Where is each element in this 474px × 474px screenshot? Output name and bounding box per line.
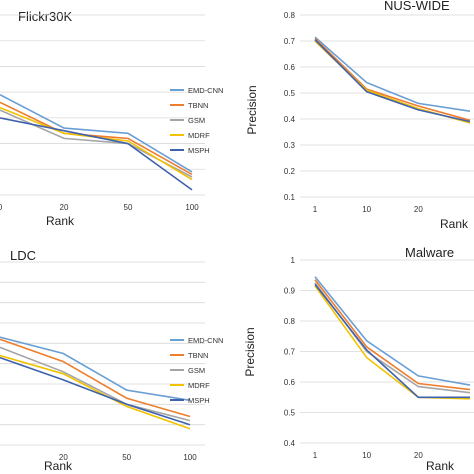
x-axis-label: Rank xyxy=(426,459,455,473)
series-line-mdrf xyxy=(0,354,191,430)
x-tick-label: 100 xyxy=(183,453,197,462)
series-line-tbnn xyxy=(0,101,193,176)
series-line-msph xyxy=(0,356,191,426)
panel-title: NUS-WIDE xyxy=(384,0,450,13)
panel-malware: Malware 0.4 0.5 0.6 0.7 0.8 0.9 1 1 10 20 Precis… xyxy=(243,245,474,473)
x-tick-label: 10 xyxy=(362,205,371,214)
series-lines xyxy=(314,36,471,124)
y-tick-label: 0.6 xyxy=(284,378,296,387)
x-tick-labels: 0 20 50 100 xyxy=(0,203,199,212)
x-tick-label: 20 xyxy=(414,451,423,460)
panel-flickr30k: Flickr30K 0 20 50 100 EMD-CNN TBNN GSM MDRF MSP… xyxy=(0,9,223,228)
x-axis-label: Rank xyxy=(46,214,75,228)
panel-nus-wide: NUS-WIDE 0.10.20.30.40.50.60.70.8 1 10 20 … xyxy=(245,0,474,231)
x-axis-label: Rank xyxy=(440,217,469,231)
x-tick-label: 50 xyxy=(124,203,133,212)
x-tick-label: 1 xyxy=(313,205,318,214)
x-tick-label: 20 xyxy=(59,453,68,462)
x-tick-label: 100 xyxy=(185,203,199,212)
x-tick-labels: 1 10 20 xyxy=(313,451,424,460)
series-line-emd-cnn xyxy=(0,93,193,173)
series-line-tbnn xyxy=(0,338,191,418)
y-tick-label: 0.7 xyxy=(284,348,296,357)
panel-title: Malware xyxy=(405,245,454,260)
series-line-msph xyxy=(0,117,193,191)
x-tick-label: 20 xyxy=(60,203,69,212)
legend-label: GSM xyxy=(188,116,205,125)
y-gridlines xyxy=(300,259,474,444)
y-tick-labels: 0.1 0.2 0.3 0.4 0.5 0.6 0.7 0.8 xyxy=(284,11,296,202)
series-line-gsm xyxy=(314,282,471,394)
y-tick-label: 0.5 xyxy=(284,409,296,418)
y-tick-label: 0.4 xyxy=(284,115,296,124)
legend: EMD-CNN TBNN GSM MDRF MSPH xyxy=(170,336,223,405)
panel-ldc: LDC 20 50 100 EMD-CNN TBNN GSM MDRF MSPH Rank xyxy=(0,248,223,473)
x-tick-label: 50 xyxy=(122,453,131,462)
legend: EMD-CNN TBNN GSM MDRF MSPH xyxy=(170,86,223,155)
y-gridlines xyxy=(0,261,205,446)
y-axis-label: Precision xyxy=(243,327,257,376)
legend-label: MDRF xyxy=(188,381,210,390)
x-tick-label: 20 xyxy=(414,205,423,214)
y-tick-label: 0.8 xyxy=(284,11,296,20)
y-tick-label: 0.6 xyxy=(284,63,296,72)
x-axis-label: Rank xyxy=(44,459,73,473)
series-lines xyxy=(314,276,471,400)
series-line-mdrf xyxy=(314,40,471,124)
x-tick-label: 10 xyxy=(362,451,371,460)
series-line-emd-cnn xyxy=(0,336,191,402)
series-lines xyxy=(0,336,191,430)
legend-label: MSPH xyxy=(188,396,210,405)
series-line-gsm xyxy=(0,346,191,422)
x-tick-label: 0 xyxy=(0,203,3,212)
y-tick-label: 0.4 xyxy=(284,439,296,448)
y-tick-label: 0.9 xyxy=(284,287,296,296)
y-axis-label: Precision xyxy=(245,85,259,134)
legend-label: MDRF xyxy=(188,131,210,140)
legend-label: GSM xyxy=(188,366,205,375)
y-tick-label: 0.1 xyxy=(284,193,296,202)
y-tick-label: 0.8 xyxy=(284,317,296,326)
y-tick-label: 0.5 xyxy=(284,89,296,98)
y-tick-label: 0.3 xyxy=(284,141,296,150)
series-line-tbnn xyxy=(314,279,471,391)
series-line-emd-cnn xyxy=(314,276,471,386)
series-line-tbnn xyxy=(314,37,471,122)
y-gridlines xyxy=(0,14,205,196)
y-tick-label: 0.7 xyxy=(284,37,296,46)
x-tick-label: 1 xyxy=(313,451,318,460)
series-line-gsm xyxy=(314,40,471,124)
series-line-emd-cnn xyxy=(314,36,471,112)
legend-label: MSPH xyxy=(188,146,210,155)
y-tick-label: 0.2 xyxy=(284,167,296,176)
series-line-msph xyxy=(314,39,471,123)
legend-label: EMD-CNN xyxy=(188,86,223,95)
panel-title: LDC xyxy=(10,248,36,263)
panel-title: Flickr30K xyxy=(18,9,73,24)
legend-label: TBNN xyxy=(188,351,208,360)
x-tick-labels: 1 10 20 xyxy=(313,205,424,214)
y-tick-label: 1 xyxy=(291,256,296,265)
legend-label: EMD-CNN xyxy=(188,336,223,345)
series-lines xyxy=(0,93,193,191)
legend-label: TBNN xyxy=(188,101,208,110)
series-line-msph xyxy=(314,283,470,399)
y-gridlines xyxy=(300,14,474,198)
x-tick-labels: 20 50 100 xyxy=(59,453,197,462)
y-tick-labels: 0.4 0.5 0.6 0.7 0.8 0.9 1 xyxy=(284,256,296,448)
